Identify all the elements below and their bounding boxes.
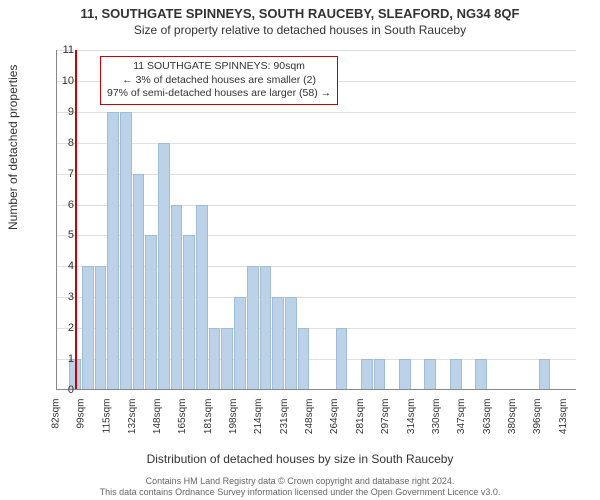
histogram-bar (133, 174, 145, 390)
y-tick-label: 2 (50, 322, 74, 334)
y-tick-label: 8 (50, 137, 74, 149)
x-tick-label: 148sqm (152, 399, 163, 435)
x-tick-label: 413sqm (558, 399, 569, 435)
x-ticks: 82sqm99sqm115sqm132sqm148sqm165sqm181sqm… (56, 392, 576, 452)
histogram-bar (145, 235, 157, 390)
y-tick-label: 7 (50, 168, 74, 180)
histogram-bar (82, 266, 94, 390)
histogram-bar (475, 359, 487, 390)
plot-area: 11 SOUTHGATE SPINNEYS: 90sqm ← 3% of det… (56, 50, 576, 390)
x-tick-label: 115sqm (101, 399, 112, 434)
footer-line1: Contains HM Land Registry data © Crown c… (0, 476, 600, 487)
x-tick-label: 214sqm (253, 399, 264, 435)
x-axis-line (56, 389, 576, 390)
x-axis-label: Distribution of detached houses by size … (0, 452, 600, 466)
histogram-bar (361, 359, 373, 390)
x-tick-label: 297sqm (380, 399, 391, 435)
histogram-bar (107, 112, 119, 390)
histogram-bar (336, 328, 348, 390)
x-tick-label: 396sqm (532, 399, 543, 435)
x-tick-label: 82sqm (51, 399, 62, 429)
x-tick-label: 248sqm (304, 399, 315, 435)
y-tick-label: 10 (50, 75, 74, 87)
x-tick-label: 380sqm (507, 399, 518, 435)
y-axis-label: Number of detached properties (6, 65, 20, 230)
x-tick-label: 198sqm (228, 399, 239, 435)
histogram-bar (285, 297, 297, 390)
y-tick-label: 4 (50, 260, 74, 272)
histogram-bar (183, 235, 195, 390)
y-tick-label: 5 (50, 229, 74, 241)
histogram-bar (260, 266, 272, 390)
y-tick-label: 1 (50, 353, 74, 365)
histogram-bar (120, 112, 132, 390)
x-tick-label: 132sqm (127, 399, 138, 435)
annotation-box: 11 SOUTHGATE SPINNEYS: 90sqm ← 3% of det… (100, 56, 338, 105)
histogram-bar (539, 359, 551, 390)
annot-line2: ← 3% of detached houses are smaller (2) (107, 74, 331, 88)
histogram-bar (95, 266, 107, 390)
footer-line2: This data contains Ordnance Survey infor… (0, 487, 600, 498)
histogram-bar (272, 297, 284, 390)
x-tick-label: 363sqm (482, 399, 493, 435)
histogram-bar (399, 359, 411, 390)
histogram-bar (221, 328, 233, 390)
x-tick-label: 165sqm (177, 399, 188, 435)
histogram-bar (209, 328, 221, 390)
chart-title-desc: Size of property relative to detached ho… (0, 23, 600, 37)
y-tick-label: 6 (50, 199, 74, 211)
histogram-bar (171, 205, 183, 390)
footer-attribution: Contains HM Land Registry data © Crown c… (0, 476, 600, 498)
histogram-bar (158, 143, 170, 390)
x-tick-label: 99sqm (76, 399, 87, 429)
histogram-bar (450, 359, 462, 390)
property-marker-line (75, 50, 77, 390)
y-tick-label: 9 (50, 106, 74, 118)
y-axis-line (56, 50, 57, 390)
x-tick-label: 181sqm (203, 399, 214, 435)
annot-line1: 11 SOUTHGATE SPINNEYS: 90sqm (107, 60, 331, 74)
histogram-bar (298, 328, 310, 390)
x-tick-label: 264sqm (330, 399, 341, 435)
y-tick-label: 3 (50, 291, 74, 303)
histogram-bar (374, 359, 386, 390)
x-tick-label: 347sqm (456, 399, 467, 435)
histogram-bar (234, 297, 246, 390)
annot-line3: 97% of semi-detached houses are larger (… (107, 87, 331, 101)
histogram-bar (196, 205, 208, 390)
chart-title-address: 11, SOUTHGATE SPINNEYS, SOUTH RAUCEBY, S… (0, 6, 600, 21)
histogram-bar (247, 266, 259, 390)
x-tick-label: 330sqm (431, 399, 442, 435)
histogram-bar (424, 359, 436, 390)
x-tick-label: 231sqm (279, 399, 290, 435)
x-tick-label: 314sqm (406, 399, 417, 435)
y-tick-label: 11 (50, 44, 74, 56)
x-tick-label: 281sqm (355, 399, 366, 435)
